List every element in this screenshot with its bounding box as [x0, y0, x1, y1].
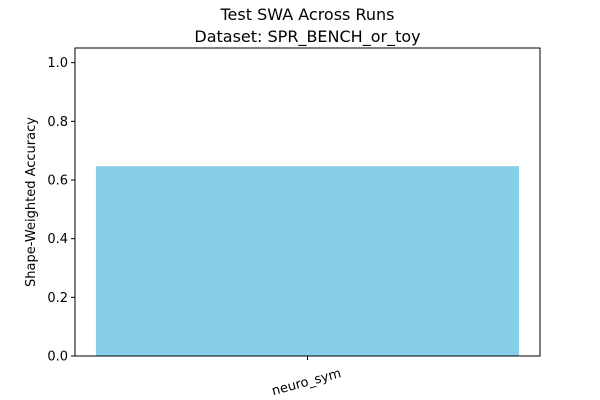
x-axis-ticks: neuro_sym	[270, 356, 343, 399]
chart-title-line1: Test SWA Across Runs	[220, 5, 395, 24]
x-tick-label: neuro_sym	[270, 366, 343, 399]
y-tick-label: 0.2	[47, 291, 68, 306]
bars-group	[95, 166, 520, 356]
y-tick-label: 0.6	[47, 174, 68, 189]
bar-neuro_sym	[95, 166, 520, 356]
y-tick-label: 1.0	[47, 56, 68, 71]
chart-title-line2: Dataset: SPR_BENCH_or_toy	[194, 27, 420, 47]
y-tick-label: 0.4	[47, 232, 68, 247]
y-tick-label: 0.8	[47, 115, 68, 130]
y-axis-ticks: 0.0 0.2 0.4 0.6 0.8 1.0	[47, 56, 75, 365]
y-axis-label: Shape-Weighted Accuracy	[24, 117, 39, 287]
y-tick-label: 0.0	[47, 350, 68, 365]
plot-frame	[74, 47, 541, 357]
